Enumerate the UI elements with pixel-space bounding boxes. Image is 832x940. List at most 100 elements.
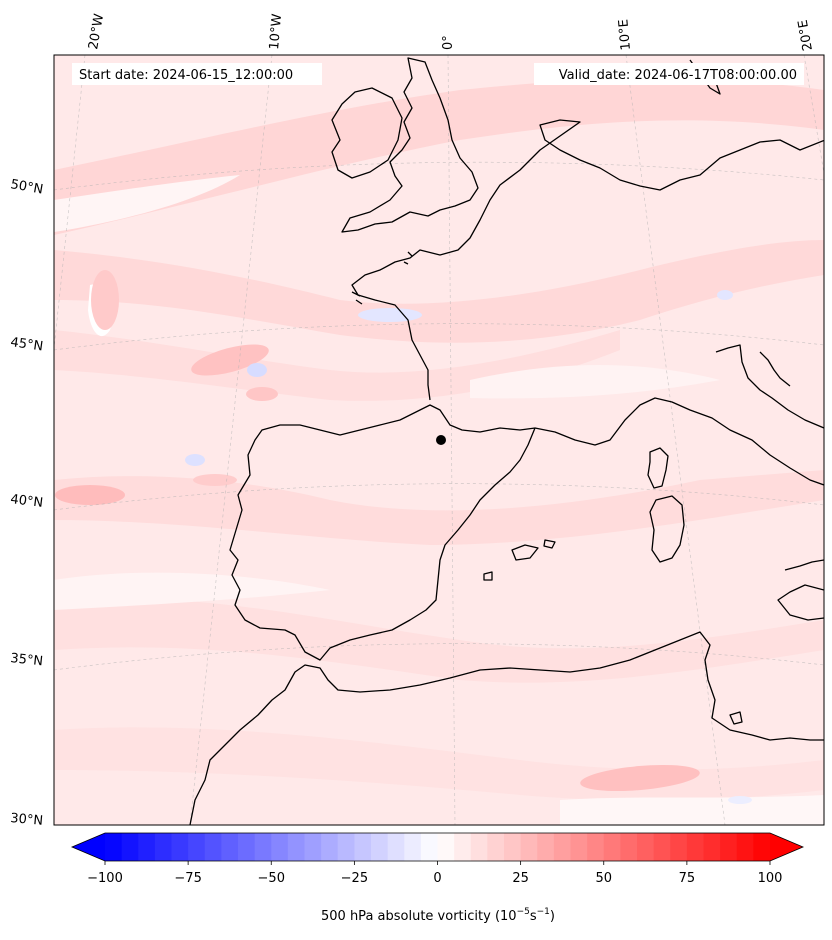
colorbar-segment [520, 833, 538, 861]
lat-label-40n: 40°N [10, 492, 44, 511]
colorbar-segment [387, 833, 405, 861]
colorbar-segment [753, 833, 771, 861]
vorticity-max-4 [91, 270, 119, 330]
coast-menorca [543, 539, 556, 549]
colorbar-segment [154, 833, 173, 861]
colorbar-segment [653, 833, 671, 861]
colorbar-tick-label: 0 [433, 871, 441, 886]
vorticity-max-5 [246, 387, 278, 401]
colorbar-segment [138, 833, 156, 861]
colorbar-segment [188, 833, 206, 861]
coast-france-south-italy [534, 397, 824, 486]
colorbar-segment [254, 833, 272, 861]
colorbar-segment [470, 833, 488, 861]
map-panel: Start date: 2024-06-15_12:00:00 Valid_da… [9, 13, 825, 829]
colorbar-segment [487, 833, 505, 861]
colorbar-tick-label: 100 [758, 871, 783, 886]
colorbar-segment [354, 833, 372, 861]
start-date-box [72, 63, 322, 85]
colorbar-segment [271, 833, 289, 861]
lat-label-30n: 30°N [10, 811, 44, 829]
colorbar-segment [337, 833, 355, 861]
colorbar: −100 −75 −50 −25 0 25 50 75 100 500 hPa absolute… [70, 832, 805, 924]
valid-date-box [534, 63, 804, 85]
colorbar-tick-label: −75 [174, 871, 201, 886]
colorbar-tick-label: 25 [512, 871, 529, 886]
vorticity-max-6 [193, 474, 237, 486]
coast-adriatic [715, 344, 824, 429]
low-vorticity-patch-3 [54, 572, 330, 610]
colorbar-segment [204, 833, 222, 861]
vorticity-band-north [54, 78, 824, 235]
lat-label-35n: 35°N [10, 651, 44, 669]
vorticity-max-3 [580, 764, 700, 792]
coast-ibiza [483, 571, 493, 581]
colorbar-segment [736, 833, 754, 861]
colorbar-tick-label: −50 [258, 871, 285, 886]
graticule [54, 55, 824, 825]
colorbar-segment [404, 833, 422, 861]
colorbar-segment [620, 833, 638, 861]
colorbar-segment [537, 833, 555, 861]
colorbar-segment [105, 833, 123, 861]
colorbar-segment [504, 833, 522, 861]
coast-mallorca [511, 544, 539, 561]
vorticity-band-south-2 [54, 598, 824, 683]
colorbar-segment [670, 833, 688, 861]
vorticity-field [54, 55, 824, 825]
colorbar-tick-label: 50 [595, 871, 612, 886]
coast-sardinia [649, 495, 685, 563]
longitude-labels: 20°W 10°W 0° 10°E 20°E [86, 13, 816, 52]
coast-sicily-tip [784, 559, 824, 571]
vorticity-min-5 [728, 796, 752, 804]
colorbar-segment [637, 833, 655, 861]
vorticity-min-3 [358, 308, 422, 322]
colorbar-segment [321, 833, 339, 861]
colorbar-ticks: −100 −75 −50 −25 0 25 50 75 100 [87, 861, 782, 886]
coastlines [189, 57, 824, 825]
location-marker [436, 435, 446, 445]
vorticity-band-south-1 [54, 470, 824, 545]
colorbar-segment [420, 833, 439, 861]
low-vorticity-patch-5 [560, 795, 824, 825]
low-vorticity-patch-1 [54, 175, 240, 232]
colorbar-segment [603, 833, 621, 861]
vorticity-min-1 [247, 363, 267, 377]
colorbar-segment [221, 833, 239, 861]
colorbar-segment [437, 833, 455, 861]
colorbar-segment [304, 833, 322, 861]
colorbar-segment [454, 833, 472, 861]
lon-label-20e: 20°E [796, 19, 816, 52]
colorbar-title: 500 hPa absolute vorticity (10−5s−1) [321, 907, 555, 924]
colorbar-segment [720, 833, 738, 861]
colorbar-segments [105, 833, 771, 861]
colorbar-extend-low [72, 833, 105, 861]
colorbar-tick-label: 75 [679, 871, 696, 886]
colorbar-segment [121, 833, 139, 861]
coast-dalmatia [759, 351, 791, 387]
lon-label-0: 0° [441, 35, 456, 50]
colorbar-tick-label: −100 [87, 871, 123, 886]
coast-channel-islands [403, 251, 413, 265]
coast-tunisia [729, 711, 743, 725]
lon-label-10w: 10°W [267, 13, 285, 50]
vorticity-max-2 [55, 485, 125, 505]
colorbar-segment [703, 833, 721, 861]
coast-great-britain [341, 57, 479, 233]
low-vorticity-patch-4 [470, 365, 720, 399]
lon-label-10e: 10°E [616, 19, 634, 51]
lat-label-50n: 50°N [9, 177, 44, 197]
vorticity-min-4 [717, 290, 733, 300]
latitude-labels: 50°N 45°N 40°N 35°N 30°N [9, 177, 44, 829]
colorbar-segment [238, 833, 256, 861]
colorbar-tick-label: −25 [341, 871, 368, 886]
coast-north-africa [189, 631, 824, 825]
start-date-label: Start date: 2024-06-15_12:00:00 [79, 68, 293, 83]
colorbar-segment [553, 833, 572, 861]
colorbar-segment [570, 833, 588, 861]
vorticity-min-2 [185, 454, 205, 466]
colorbar-segment [587, 833, 605, 861]
colorbar-extend-high [770, 833, 803, 861]
